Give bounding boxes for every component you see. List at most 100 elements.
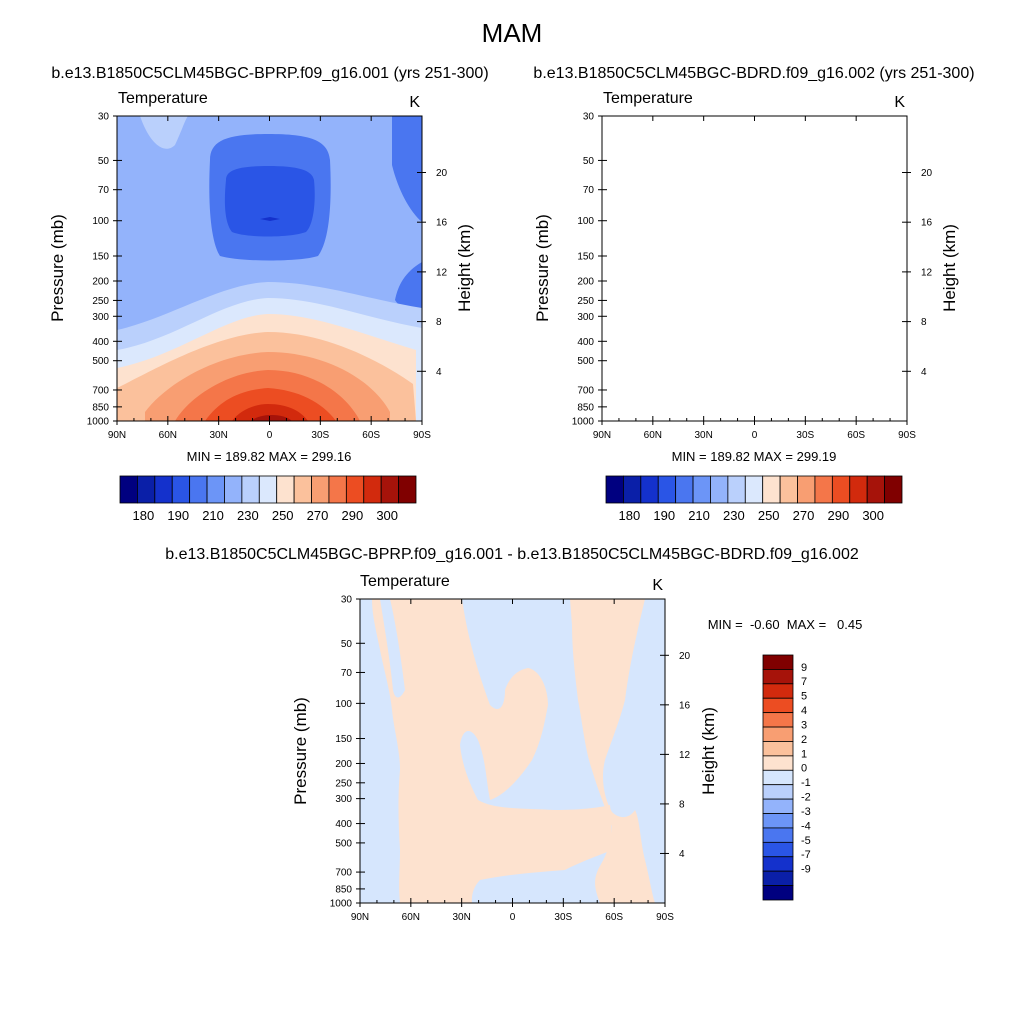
right-contour-plot: 30 50 70 100 150 200 250 300 400 500 700 850 1000 20 1… (533, 90, 959, 464)
pressure-tick-label: 400 (92, 337, 109, 348)
lat-tick-label: 90S (656, 912, 674, 923)
colorbar-label: 3 (801, 719, 807, 731)
colorbar-swatch (814, 475, 833, 504)
pressure-tick-label: 50 (341, 639, 353, 650)
colorbar-swatch (710, 475, 729, 504)
pressure-tick-label: 1000 (87, 417, 110, 428)
contour-band-210-220-polar (392, 116, 422, 222)
height-tick-label: 16 (921, 218, 933, 229)
height-tick-label: 8 (921, 317, 927, 328)
diff-stats: MIN = -0.60 MAX = 0.45 (708, 617, 863, 632)
pressure-tick-label: 700 (577, 385, 594, 396)
colorbar-label: 9 (801, 662, 807, 674)
right-plot-frame (601, 115, 908, 422)
pressure-tick-label: 100 (92, 216, 109, 227)
diff-band-pos-right (570, 599, 655, 903)
pressure-tick-label: 200 (335, 759, 352, 770)
left-var-label: Temperature (118, 90, 208, 107)
lat-tick-label: 30N (694, 430, 712, 441)
pressure-tick-label: 300 (335, 794, 352, 805)
left-colorbar: 180 190 210 230 250 270 290 300 (119, 475, 417, 523)
colorbar-swatch (224, 475, 243, 504)
colorbar-swatch (380, 475, 399, 504)
diff-band-pos-main (372, 599, 612, 903)
right-units-label: K (894, 94, 905, 111)
lat-tick-label: 60N (644, 430, 662, 441)
colorbar-label: 290 (342, 508, 364, 523)
colorbar-swatch (657, 475, 677, 504)
pressure-tick-label: 30 (341, 595, 353, 606)
colorbar-swatch (762, 856, 794, 872)
diff-var-label: Temperature (360, 573, 450, 590)
lat-tick-label: 30S (311, 430, 329, 441)
contour-band-220-230-upper (140, 116, 188, 149)
height-tick-label: 20 (921, 168, 933, 179)
colorbar-swatch (189, 475, 208, 504)
right-panel-title: b.e13.B1850C5CLM45BGC-BDRD.f09_g16.002 (… (533, 65, 974, 82)
colorbar-swatch (762, 813, 794, 829)
colorbar-swatch (762, 683, 794, 699)
height-tick-label: 8 (436, 317, 442, 328)
colorbar-swatch (762, 697, 794, 714)
colorbar-swatch (206, 475, 225, 504)
colorbar-label: 190 (167, 508, 189, 523)
lat-tick-label: 60S (362, 430, 380, 441)
lat-tick-label: 90S (898, 430, 916, 441)
colorbar-label: -5 (801, 835, 811, 847)
colorbar-label: 180 (619, 508, 641, 523)
contour-band-275-280 (602, 332, 901, 421)
colorbar-label: 2 (801, 734, 807, 746)
height-tick-label: 16 (436, 218, 448, 229)
right-ylabel: Pressure (mb) (533, 214, 552, 322)
contour-band-200-210-tropical (694, 134, 815, 261)
contour-band-280-285 (630, 352, 875, 421)
pressure-tick-label: 100 (577, 216, 594, 227)
colorbar-swatch (762, 712, 794, 728)
pressure-tick-label: 850 (577, 402, 594, 413)
contour-band-220-230-upper (625, 116, 673, 149)
colorbar-label: -1 (801, 777, 811, 789)
contour-band-230-250 (602, 116, 907, 421)
lat-tick-label: 60N (402, 912, 420, 923)
colorbar-swatch (727, 475, 746, 504)
colorbar-label: 0 (801, 763, 807, 775)
pressure-tick-label: 30 (583, 112, 595, 123)
lat-tick-label: 90N (351, 912, 369, 923)
pressure-tick-label: 1000 (572, 417, 595, 428)
pressure-tick-label: 100 (335, 699, 352, 710)
colorbar-swatch (762, 798, 794, 814)
pressure-tick-label: 250 (92, 296, 109, 307)
pressure-tick-label: 30 (98, 112, 110, 123)
lat-tick-label: 90S (413, 430, 431, 441)
pressure-tick-label: 150 (577, 251, 594, 262)
colorbar-swatch (762, 870, 794, 886)
colorbar-swatch (293, 475, 312, 504)
height-tick-label: 4 (679, 849, 685, 860)
contour-cold-spot (260, 217, 280, 221)
colorbar-label: 4 (801, 705, 807, 717)
pressure-tick-label: 700 (92, 385, 109, 396)
colorbar-label: 300 (862, 508, 884, 523)
colorbar-label: 7 (801, 676, 807, 688)
colorbar-swatch (675, 475, 694, 504)
lat-tick-label: 0 (267, 430, 273, 441)
colorbar-swatch (831, 475, 851, 504)
colorbar-label: 210 (688, 508, 710, 523)
left-units-label: K (409, 94, 420, 111)
contour-band-295-300 (232, 404, 308, 421)
right-stats: MIN = 189.82 MAX = 299.19 (672, 449, 837, 464)
left-panel-title: b.e13.B1850C5CLM45BGC-BPRP.f09_g16.001 (… (51, 65, 488, 82)
colorbar-label: -9 (801, 864, 811, 876)
contour-band-290-295 (690, 388, 821, 421)
pressure-tick-label: 850 (92, 402, 109, 413)
contour-band-260-270 (602, 298, 907, 421)
colorbar-swatch (762, 669, 794, 685)
colorbar-swatch (692, 475, 711, 504)
contour-cold-spot (745, 217, 765, 221)
colorbar-swatch (171, 475, 191, 504)
pressure-tick-label: 850 (335, 884, 352, 895)
pressure-tick-label: 250 (335, 778, 352, 789)
contour-band-190-200-core (710, 166, 800, 237)
colorbar-label: 190 (653, 508, 675, 523)
left-ylabel: Pressure (mb) (48, 214, 67, 322)
